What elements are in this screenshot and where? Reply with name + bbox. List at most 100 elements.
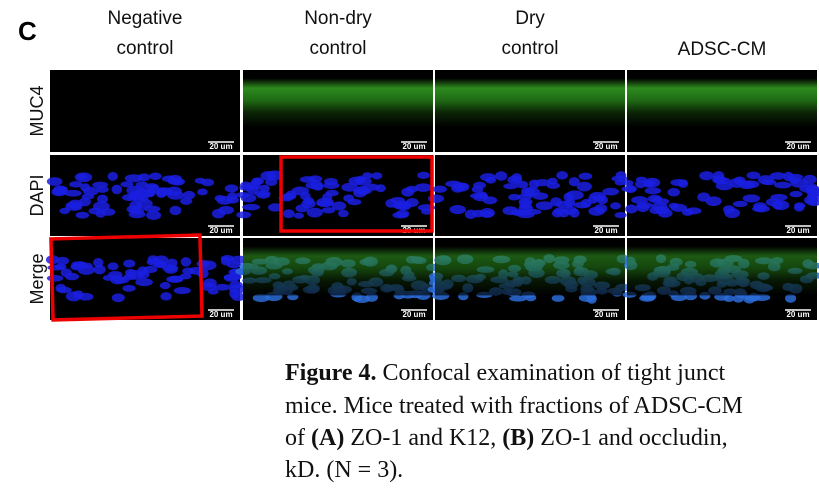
nucleus: [576, 181, 592, 192]
caption-line: Figure 4. Confocal examination of tight …: [285, 360, 725, 386]
nucleus: [699, 171, 714, 181]
nucleus: [46, 177, 63, 186]
nucleus: [681, 208, 694, 216]
micrograph: 20 um: [243, 70, 433, 152]
nucleus: [625, 204, 638, 214]
nucleus: [806, 192, 819, 200]
caption-text: Figure 4.: [285, 360, 377, 386]
nucleus: [547, 177, 558, 185]
nucleus: [353, 295, 371, 303]
nucleus: [169, 205, 182, 216]
nucleus: [587, 195, 598, 204]
column-header-line: control: [501, 38, 558, 59]
nucleus: [773, 200, 784, 210]
micrograph: 20 um: [427, 238, 631, 320]
nucleus: [80, 183, 91, 192]
highlight-box: [49, 233, 204, 322]
nucleus: [568, 177, 580, 187]
nucleus: [733, 176, 746, 185]
nucleus: [259, 184, 270, 193]
nucleus: [741, 180, 760, 189]
scale-label: 20 um: [786, 226, 809, 235]
nucleus: [614, 179, 626, 186]
nucleus: [551, 294, 565, 302]
nucleus: [623, 180, 634, 187]
nucleus: [301, 199, 316, 209]
caption-line: of (A) ZO-1 and K12, (B) ZO-1 and occlud…: [285, 425, 728, 451]
nucleus: [414, 183, 432, 192]
nucleus: [799, 184, 816, 193]
column-header: Negative control: [108, 8, 183, 59]
nucleus: [154, 255, 169, 265]
nucleus: [207, 288, 219, 295]
micrograph-bg: [243, 155, 433, 236]
nucleus: [168, 275, 184, 283]
scale-label: 20 um: [786, 142, 809, 151]
nucleus: [788, 177, 800, 184]
caption-text: ZO-1 and K12,: [344, 425, 502, 451]
nucleus: [596, 195, 608, 205]
caption-text: (B): [502, 425, 534, 451]
nucleus: [135, 181, 149, 190]
nucleus: [220, 256, 232, 266]
nucleus: [643, 180, 655, 188]
nucleus: [551, 209, 563, 218]
scale-label: 20 um: [209, 310, 232, 319]
nucleus: [578, 293, 596, 302]
caption-text: Confocal examination of tight junct: [377, 360, 726, 386]
micrograph: 20 um: [427, 155, 629, 236]
nucleus: [325, 189, 339, 197]
micrograph: 20 um: [46, 155, 240, 236]
micrograph: 20 um: [435, 70, 625, 152]
caption: Figure 4. Confocal examination of tight …: [285, 360, 743, 483]
stain-band: [435, 78, 625, 128]
nucleus: [569, 208, 580, 218]
nucleus: [732, 200, 748, 208]
nucleus: [611, 175, 629, 182]
caption-line: mice. Mice treated with fractions of ADS…: [285, 393, 743, 419]
nucleus: [214, 283, 231, 291]
nucleus: [111, 293, 125, 303]
nucleus: [785, 293, 797, 303]
nucleus: [122, 284, 136, 292]
nucleus: [160, 292, 172, 301]
nucleus: [514, 209, 530, 216]
column-header-line: Negative: [108, 8, 183, 29]
nucleus: [136, 198, 153, 209]
nucleus: [162, 264, 179, 272]
nucleus: [337, 209, 349, 218]
nucleus: [794, 202, 806, 210]
nucleus: [371, 172, 383, 180]
nucleus: [347, 198, 362, 206]
nucleus: [421, 208, 433, 215]
nucleus: [760, 179, 777, 186]
nucleus: [223, 274, 241, 282]
nucleus: [742, 194, 761, 203]
nucleus: [471, 185, 484, 194]
nucleus: [644, 187, 662, 195]
nucleus: [65, 291, 82, 302]
nucleus: [46, 274, 64, 282]
micrograph: 20 um: [235, 238, 440, 320]
nucleus: [167, 178, 183, 185]
nucleus: [479, 210, 494, 218]
nucleus: [535, 201, 553, 211]
column-header-line: control: [309, 38, 366, 59]
nucleus: [159, 281, 171, 290]
nucleus: [480, 173, 497, 182]
nucleus: [667, 187, 680, 197]
nucleus: [453, 182, 469, 189]
nucleus: [495, 171, 508, 181]
nucleus: [201, 178, 215, 187]
stain-band: [243, 246, 433, 296]
row-label: DAPI: [27, 174, 47, 216]
nucleus: [293, 212, 305, 219]
column-header-line: Non-dry: [304, 8, 372, 29]
micrograph: 20 um: [627, 70, 817, 152]
nucleus: [96, 186, 109, 193]
nucleus: [75, 211, 90, 219]
nucleus: [64, 272, 80, 281]
nucleus: [393, 201, 410, 210]
caption-line: kD. (N = 3).: [285, 457, 403, 483]
